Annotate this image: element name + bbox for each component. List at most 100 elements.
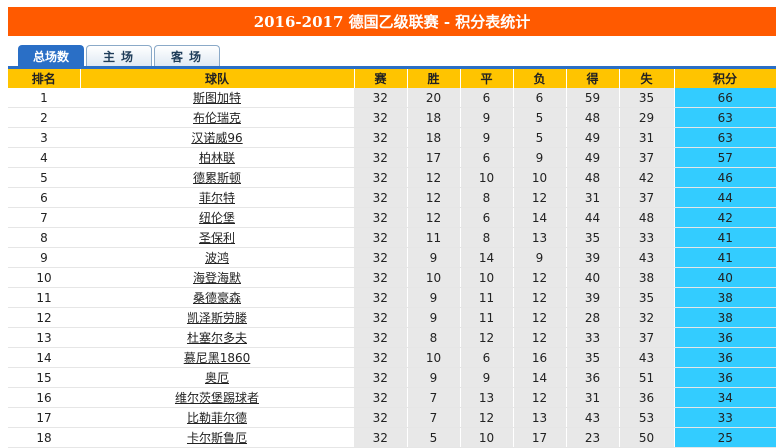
team-link[interactable]: 柏林联 (198, 151, 235, 165)
cell-rank: 18 (8, 427, 80, 448)
cell-played: 32 (354, 107, 408, 128)
cell-won: 10 (407, 347, 461, 368)
team-link[interactable]: 布伦瑞克 (192, 111, 241, 125)
cell-goals-for: 59 (566, 88, 620, 108)
team-link[interactable]: 菲尔特 (198, 191, 235, 205)
cell-goals-for: 43 (566, 407, 620, 428)
cell-points: 41 (674, 227, 776, 248)
cell-rank: 17 (8, 407, 80, 428)
cell-points: 42 (674, 207, 776, 228)
cell-won: 5 (407, 427, 461, 448)
cell-goals-for: 35 (566, 227, 620, 248)
cell-points: 33 (674, 407, 776, 428)
cell-team: 汉诺威96 (80, 127, 354, 148)
cell-goals-for: 31 (566, 387, 620, 408)
cell-rank: 6 (8, 187, 80, 208)
team-link[interactable]: 奥厄 (204, 371, 229, 385)
cell-played: 32 (354, 187, 408, 208)
cell-goals-for: 35 (566, 347, 620, 368)
table-row: 3 汉诺威96 32 18 9 5 49 31 63 (8, 127, 776, 148)
team-link[interactable]: 海登海默 (192, 271, 241, 285)
cell-lost: 12 (513, 287, 567, 308)
page-title-text: 2016-2017 德国乙级联赛 - 积分表统计 (253, 13, 531, 31)
cell-lost: 12 (513, 327, 567, 348)
cell-goals-for: 28 (566, 307, 620, 328)
cell-team: 纽伦堡 (80, 207, 354, 228)
cell-played: 32 (354, 287, 408, 308)
team-link[interactable]: 杜塞尔多夫 (186, 331, 247, 345)
cell-goals-for: 23 (566, 427, 620, 448)
cell-goals-against: 32 (619, 307, 675, 328)
header-goals-for: 得 (566, 69, 620, 88)
tab-bar: 总场数 主场 客场 (18, 45, 220, 67)
cell-goals-for: 39 (566, 247, 620, 268)
team-link[interactable]: 维尔茨堡踢球者 (174, 391, 259, 405)
cell-played: 32 (354, 267, 408, 288)
cell-goals-against: 33 (619, 227, 675, 248)
cell-drawn: 14 (460, 247, 514, 268)
cell-rank: 3 (8, 127, 80, 148)
table-row: 18 卡尔斯鲁厄 32 5 10 17 23 50 25 (8, 427, 776, 448)
team-link[interactable]: 圣保利 (198, 231, 235, 245)
team-link[interactable]: 德累斯顿 (192, 171, 241, 185)
cell-lost: 13 (513, 407, 567, 428)
cell-rank: 5 (8, 167, 80, 188)
cell-drawn: 10 (460, 267, 514, 288)
tab-home[interactable]: 主场 (86, 45, 152, 66)
team-link[interactable]: 卡尔斯鲁厄 (186, 431, 247, 445)
cell-rank: 11 (8, 287, 80, 308)
cell-won: 12 (407, 207, 461, 228)
team-link[interactable]: 斯图加特 (192, 91, 241, 105)
cell-drawn: 8 (460, 227, 514, 248)
cell-goals-against: 36 (619, 387, 675, 408)
cell-team: 德累斯顿 (80, 167, 354, 188)
cell-played: 32 (354, 367, 408, 388)
cell-played: 32 (354, 347, 408, 368)
cell-goals-for: 48 (566, 107, 620, 128)
header-points: 积分 (674, 69, 776, 88)
team-link[interactable]: 波鸿 (204, 251, 229, 265)
cell-drawn: 8 (460, 187, 514, 208)
cell-rank: 9 (8, 247, 80, 268)
team-link[interactable]: 慕尼黑1860 (183, 351, 251, 365)
cell-goals-against: 42 (619, 167, 675, 188)
cell-goals-against: 53 (619, 407, 675, 428)
cell-goals-against: 38 (619, 267, 675, 288)
cell-won: 9 (407, 367, 461, 388)
cell-rank: 12 (8, 307, 80, 328)
cell-lost: 6 (513, 88, 567, 108)
cell-won: 10 (407, 267, 461, 288)
cell-team: 海登海默 (80, 267, 354, 288)
cell-drawn: 12 (460, 327, 514, 348)
table-row: 10 海登海默 32 10 10 12 40 38 40 (8, 267, 776, 288)
cell-lost: 12 (513, 267, 567, 288)
table-row: 15 奥厄 32 9 9 14 36 51 36 (8, 367, 776, 388)
header-played: 赛 (354, 69, 408, 88)
cell-drawn: 6 (460, 207, 514, 228)
cell-team: 比勒菲尔德 (80, 407, 354, 428)
cell-points: 36 (674, 367, 776, 388)
cell-team: 圣保利 (80, 227, 354, 248)
cell-goals-against: 50 (619, 427, 675, 448)
cell-lost: 16 (513, 347, 567, 368)
cell-goals-for: 40 (566, 267, 620, 288)
cell-drawn: 10 (460, 427, 514, 448)
cell-points: 57 (674, 147, 776, 168)
cell-won: 17 (407, 147, 461, 168)
header-team: 球队 (80, 69, 355, 88)
cell-drawn: 6 (460, 147, 514, 168)
team-link[interactable]: 比勒菲尔德 (186, 411, 247, 425)
cell-goals-for: 39 (566, 287, 620, 308)
cell-lost: 12 (513, 187, 567, 208)
tab-total[interactable]: 总场数 (18, 45, 84, 66)
table-row: 1 斯图加特 32 20 6 6 59 35 66 (8, 88, 776, 108)
team-link[interactable]: 汉诺威96 (191, 131, 243, 145)
cell-played: 32 (354, 327, 408, 348)
team-link[interactable]: 凯泽斯劳滕 (186, 311, 247, 325)
tab-away[interactable]: 客场 (154, 45, 220, 66)
team-link[interactable]: 纽伦堡 (198, 211, 235, 225)
team-link[interactable]: 桑德豪森 (192, 291, 241, 305)
cell-lost: 10 (513, 167, 567, 188)
cell-drawn: 9 (460, 107, 514, 128)
table-row: 16 维尔茨堡踢球者 32 7 13 12 31 36 34 (8, 387, 776, 408)
